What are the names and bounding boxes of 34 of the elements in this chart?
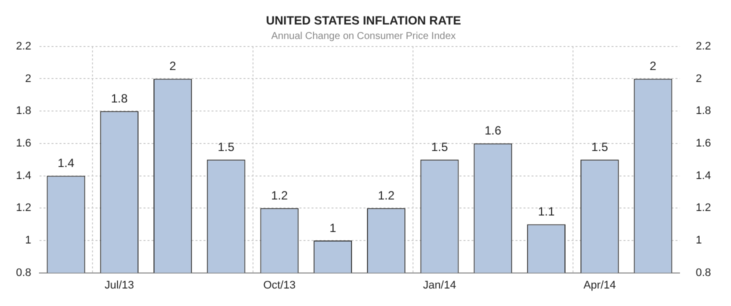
y2-tick-label: 2	[696, 72, 702, 85]
data-label: 2	[169, 59, 176, 74]
data-label: 1.8	[111, 91, 128, 106]
data-label: 1	[329, 220, 336, 235]
y2-tick-label: 0.8	[696, 266, 712, 279]
chart-title: UNITED STATES INFLATION RATE	[266, 14, 462, 28]
x-tick-label: Jan/14	[423, 279, 456, 292]
y2-tick-label: 1.2	[696, 202, 712, 214]
y-tick-label: 1	[25, 234, 32, 246]
data-label: 1.5	[431, 140, 448, 154]
x-tick-label: Oct/13	[263, 279, 296, 292]
data-label: 1.1	[538, 204, 555, 219]
y-tick-label: 2.2	[16, 40, 32, 52]
y-tick-label: 2	[25, 72, 32, 85]
y-tick-label: 1.8	[16, 105, 32, 118]
data-label: 1.4	[58, 156, 75, 170]
y-tick-label: 1.2	[16, 202, 32, 214]
data-label: 1.2	[271, 188, 288, 202]
y2-tick-label: 1.6	[696, 137, 712, 150]
y-tick-label: 0.8	[16, 266, 32, 279]
y2-tick-label: 1.8	[696, 105, 712, 118]
x-tick-label: Apr/14	[583, 279, 616, 292]
y2-tick-label: 2.2	[696, 40, 712, 52]
y2-tick-label: 1	[696, 234, 702, 246]
y2-tick-label: 1.4	[696, 170, 712, 182]
data-label: 1.5	[591, 140, 608, 154]
y-tick-label: 1.4	[16, 170, 32, 182]
chart-subtitle: Annual Change on Consumer Price Index	[271, 31, 456, 42]
x-tick-label: Jul/13	[104, 279, 134, 292]
data-label: 1.2	[378, 188, 395, 202]
y-tick-label: 1.6	[16, 137, 32, 150]
data-label: 2	[650, 59, 657, 74]
data-label: 1.6	[484, 124, 502, 138]
data-label: 1.5	[218, 140, 235, 154]
